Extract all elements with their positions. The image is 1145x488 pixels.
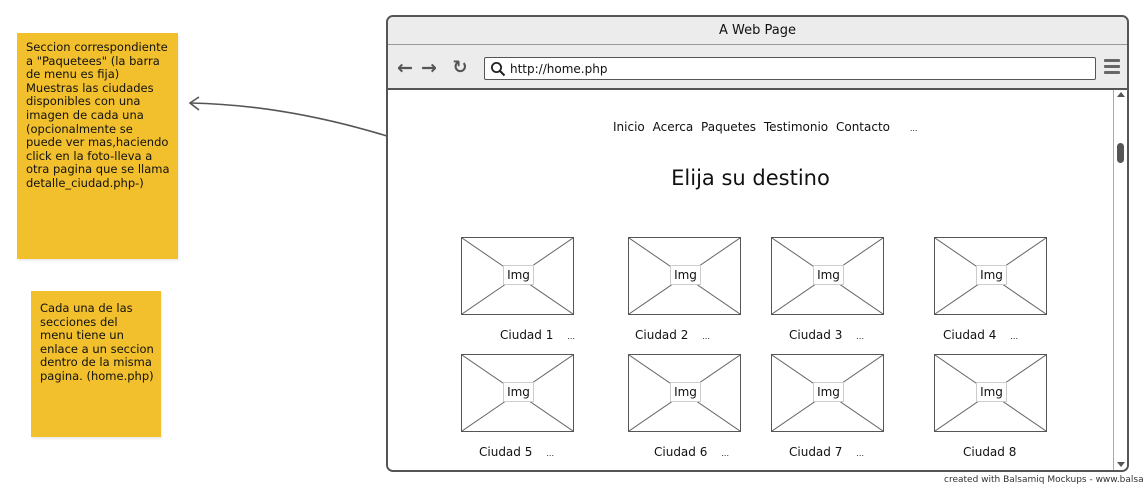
city-caption: Ciudad 4... [943,327,1018,345]
page-viewport: Inicio Acerca Paquetes Testimonio Contac… [388,90,1113,470]
url-text: http://home.php [510,62,608,76]
note-text: Seccion correspondiente a "Paquetees" (l… [26,40,170,190]
image-label: Img [976,382,1007,402]
nav-item-testimonio[interactable]: Testimonio [763,120,829,134]
city-name: Ciudad 1 [500,328,554,342]
image-placeholder[interactable]: Img [628,354,741,432]
city-name: Ciudad 7 [789,445,843,459]
city-caption: Ciudad 7... [789,444,864,462]
nav-more[interactable]: ... [909,124,918,133]
city-card[interactable]: Img Ciudad 8 [934,354,1047,459]
image-placeholder[interactable]: Img [934,237,1047,315]
image-label: Img [813,265,844,285]
city-name: Ciudad 2 [635,328,689,342]
image-label: Img [503,265,534,285]
city-name: Ciudad 6 [654,445,708,459]
window-title: A Web Page [388,17,1127,45]
city-caption: Ciudad 2... [635,327,710,345]
city-card[interactable]: Img Ciudad 4... [934,237,1047,342]
image-placeholder[interactable]: Img [461,237,574,315]
city-more[interactable]: ... [856,332,864,341]
nav-item-inicio[interactable]: Inicio [613,120,645,134]
hamburger-menu-icon[interactable] [1104,59,1120,75]
image-placeholder[interactable]: Img [628,237,741,315]
city-card[interactable]: Img Ciudad 5... [461,354,574,459]
sticky-note-paquetes: Seccion correspondiente a "Paquetees" (l… [17,33,178,259]
city-name: Ciudad 8 [963,445,1017,459]
page-heading: Elija su destino [671,166,830,190]
sticky-note-menu: Cada una de las secciones del menu tiene… [31,291,161,437]
vertical-scrollbar[interactable] [1113,90,1127,470]
city-card[interactable]: Img Ciudad 6... [628,354,741,459]
image-placeholder[interactable]: Img [934,354,1047,432]
nav-menu: Inicio Acerca Paquetes Testimonio Contac… [613,119,917,137]
image-placeholder[interactable]: Img [461,354,574,432]
nav-item-contacto[interactable]: Contacto [835,120,890,134]
image-label: Img [670,382,701,402]
city-caption: Ciudad 5... [479,444,554,462]
city-card[interactable]: Img Ciudad 3... [771,237,884,342]
credit-text: created with Balsamiq Mockups - www.bals… [944,475,1144,485]
city-name: Ciudad 5 [479,445,533,459]
city-more[interactable]: ... [567,332,575,341]
city-caption: Ciudad 3... [789,327,864,345]
city-more[interactable]: ... [1010,332,1018,341]
city-name: Ciudad 3 [789,328,843,342]
reload-icon[interactable]: ↻ [452,57,468,78]
city-more[interactable]: ... [546,449,554,458]
browser-toolbar: ← → ↻ http://home.php [388,45,1127,90]
image-placeholder[interactable]: Img [771,237,884,315]
city-more[interactable]: ... [721,449,729,458]
arrow-left-icon[interactable]: ← [397,57,413,79]
scroll-down-icon[interactable] [1117,462,1125,467]
city-name: Ciudad 4 [943,328,997,342]
city-more[interactable]: ... [856,449,864,458]
city-card[interactable]: Img Ciudad 7... [771,354,884,459]
scroll-up-icon[interactable] [1117,92,1125,97]
city-caption: Ciudad 1... [500,327,575,345]
nav-item-paquetes[interactable]: Paquetes [701,120,757,134]
note-text: Cada una de las secciones del menu tiene… [40,301,154,383]
scroll-thumb[interactable] [1117,143,1124,163]
image-placeholder[interactable]: Img [771,354,884,432]
image-label: Img [503,382,534,402]
arrow-right-icon[interactable]: → [421,57,437,79]
city-caption: Ciudad 8 [963,444,1016,460]
address-bar[interactable]: http://home.php [484,57,1096,80]
image-label: Img [813,382,844,402]
browser-window: A Web Page ← → ↻ http://home.php Inicio … [386,15,1129,472]
city-more[interactable]: ... [702,332,710,341]
image-label: Img [976,265,1007,285]
search-icon [491,62,506,77]
nav-item-acerca[interactable]: Acerca [652,120,694,134]
city-card[interactable]: Img Ciudad 2... [628,237,741,342]
image-label: Img [670,265,701,285]
city-caption: Ciudad 6... [654,444,729,462]
city-card[interactable]: Img Ciudad 1... [461,237,575,342]
